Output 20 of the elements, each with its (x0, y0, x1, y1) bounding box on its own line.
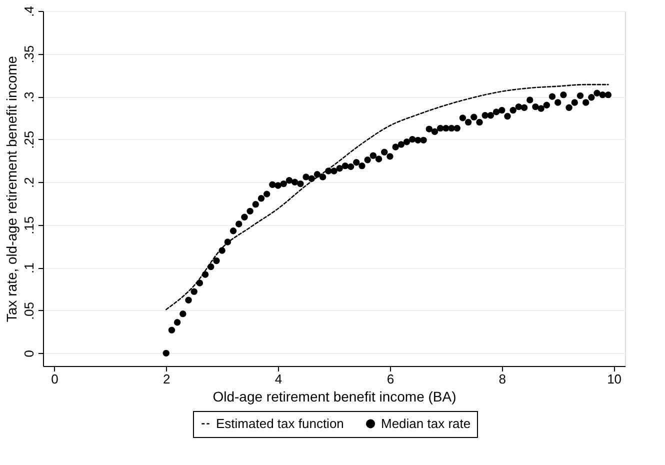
y-tick-label: 0 (22, 350, 36, 358)
y-axis-title: Tax rate, old-age retirement benefit income (4, 56, 20, 322)
y-tick-label: .3 (22, 92, 36, 102)
y-tick-label: .35 (22, 45, 36, 64)
x-tick-label: 10 (607, 372, 622, 386)
y-tick-label: .05 (22, 302, 36, 320)
x-tick-label: 0 (51, 372, 58, 386)
y-tick-label: .2 (22, 177, 36, 188)
y-tick-label: .1 (22, 262, 36, 274)
x-tick-label: 2 (163, 372, 170, 386)
line-series (165, 84, 609, 310)
legend-label: Median tax rate (381, 416, 471, 431)
x-tick-label: 4 (274, 372, 282, 386)
y-tick-label: .15 (22, 216, 36, 234)
x-tick-label: 8 (498, 372, 506, 386)
y-tick-label: .25 (22, 130, 36, 149)
x-tick-label: 6 (386, 372, 394, 386)
legend-label: Estimated tax function (216, 416, 344, 431)
y-tick-label: .4 (22, 6, 36, 17)
x-axis-title: Old-age retirement benefit income (BA) (212, 388, 456, 404)
